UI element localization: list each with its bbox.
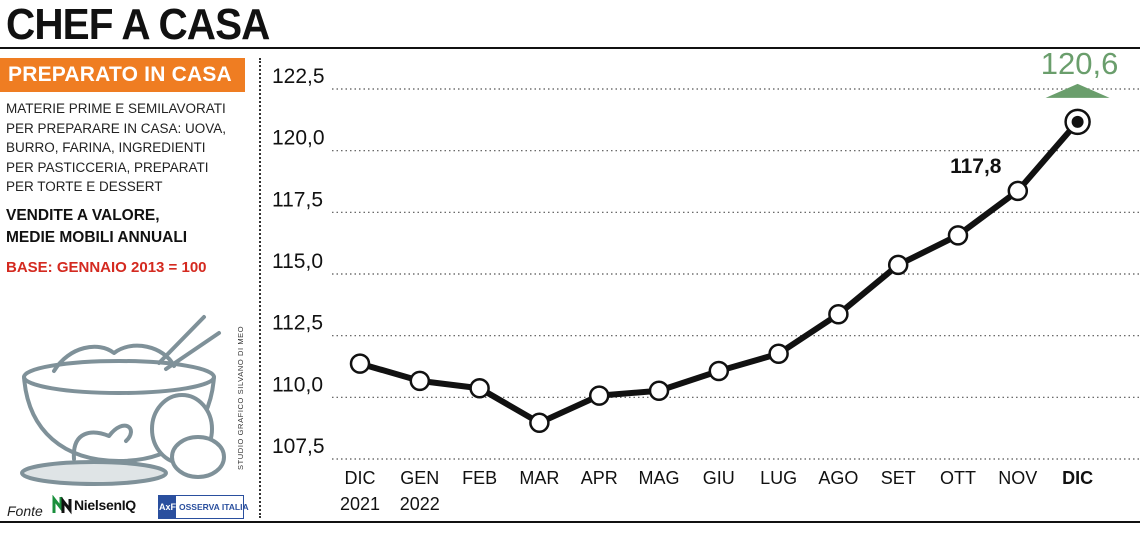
description-line: PER TORTE E DESSERT xyxy=(6,179,163,194)
bottom-rule xyxy=(0,521,1140,523)
data-point xyxy=(887,254,909,276)
description-line: BURRO, FARINA, INGREDIENTI xyxy=(6,140,206,155)
x-tick-label: MAG xyxy=(638,468,679,488)
data-point xyxy=(708,360,730,382)
data-label: 117,8 xyxy=(950,155,1002,178)
data-label-highlight: 120,6 xyxy=(1041,49,1119,81)
x-tick-label: SET xyxy=(881,468,916,488)
x-tick-label: FEB xyxy=(462,468,497,488)
x-tick-label: MAR xyxy=(519,468,559,488)
x-tick-label: DIC xyxy=(1062,468,1093,488)
data-point xyxy=(349,353,371,374)
x-tick-label: DIC xyxy=(345,468,376,488)
y-tick-label: 122,5 xyxy=(272,65,325,88)
sidebar: PREPARATO IN CASA MATERIE PRIME E SEMILA… xyxy=(0,49,250,521)
x-tick-label: APR xyxy=(581,468,618,488)
x-tick-label: GEN xyxy=(400,468,439,488)
data-point-highlight-core xyxy=(1071,115,1084,128)
x-tick-label: NOV xyxy=(998,468,1037,488)
nielsen-wordmark: NielsenIQ xyxy=(74,497,136,513)
nielseniq-logo: NielsenIQ xyxy=(52,495,136,515)
top-rule xyxy=(0,47,1140,49)
nielsen-mark-icon xyxy=(52,495,72,515)
y-tick-label: 112,5 xyxy=(272,312,323,335)
osserva-italia-logo: AxF OSSERVA ITALIA xyxy=(158,495,249,519)
y-tick-label: 115,0 xyxy=(272,250,323,273)
page-title: CHEF A CASA xyxy=(6,0,270,49)
data-point xyxy=(828,304,849,325)
x-tick-label: AGO xyxy=(818,468,858,488)
x-tick-label: OTT xyxy=(940,468,976,488)
axf-mark: AxF xyxy=(159,496,177,518)
description-line: MATERIE PRIME E SEMILAVORATI xyxy=(6,101,226,116)
data-point xyxy=(768,343,789,364)
source-label: Fonte xyxy=(7,503,43,519)
data-point xyxy=(947,225,969,246)
divider-dotted xyxy=(259,58,261,518)
metric-note: VENDITE A VALORE, MEDIE MOBILI ANNUALI xyxy=(6,205,187,249)
description-line: PER PASTICCERIA, PREPARATI xyxy=(6,159,209,175)
data-point xyxy=(529,412,550,434)
y-tick-label: 107,5 xyxy=(272,435,325,458)
metric-line: MEDIE MOBILI ANNUALI xyxy=(6,229,188,246)
data-point xyxy=(1007,180,1029,202)
metric-line: VENDITE A VALORE, xyxy=(6,207,160,224)
x-tick-label: GIU xyxy=(703,468,735,488)
y-tick-label: 120,0 xyxy=(272,127,325,150)
x-tick-year: 2021 xyxy=(340,494,380,514)
description-line: PER PREPARARE IN CASA: UOVA, xyxy=(6,120,227,136)
data-point xyxy=(588,385,610,406)
mixing-bowl-illustration xyxy=(20,315,226,486)
osserva-italia-text: OSSERVA ITALIA xyxy=(179,502,249,512)
data-point xyxy=(648,380,670,401)
graphic-credit: STUDIO GRAFICO SILVANO DI MEO xyxy=(236,325,245,470)
x-tick-year: 2022 xyxy=(400,494,440,514)
base-note: BASE: GENNAIO 2013 = 100 xyxy=(6,259,207,276)
description: MATERIE PRIME E SEMILAVORATI PER PREPARA… xyxy=(6,99,246,197)
y-tick-label: 110,0 xyxy=(272,373,323,396)
category-tag: PREPARATO IN CASA xyxy=(0,58,245,92)
line-chart: 107,5 110,0 112,5 115,0 117,5 120,0 122,5 DIC 2… xyxy=(272,49,1140,514)
x-tick-label: LUG xyxy=(760,468,797,488)
data-point xyxy=(409,370,431,392)
y-tick-label: 117,5 xyxy=(272,188,323,211)
up-arrow-icon xyxy=(1045,83,1110,98)
data-point xyxy=(469,378,490,399)
